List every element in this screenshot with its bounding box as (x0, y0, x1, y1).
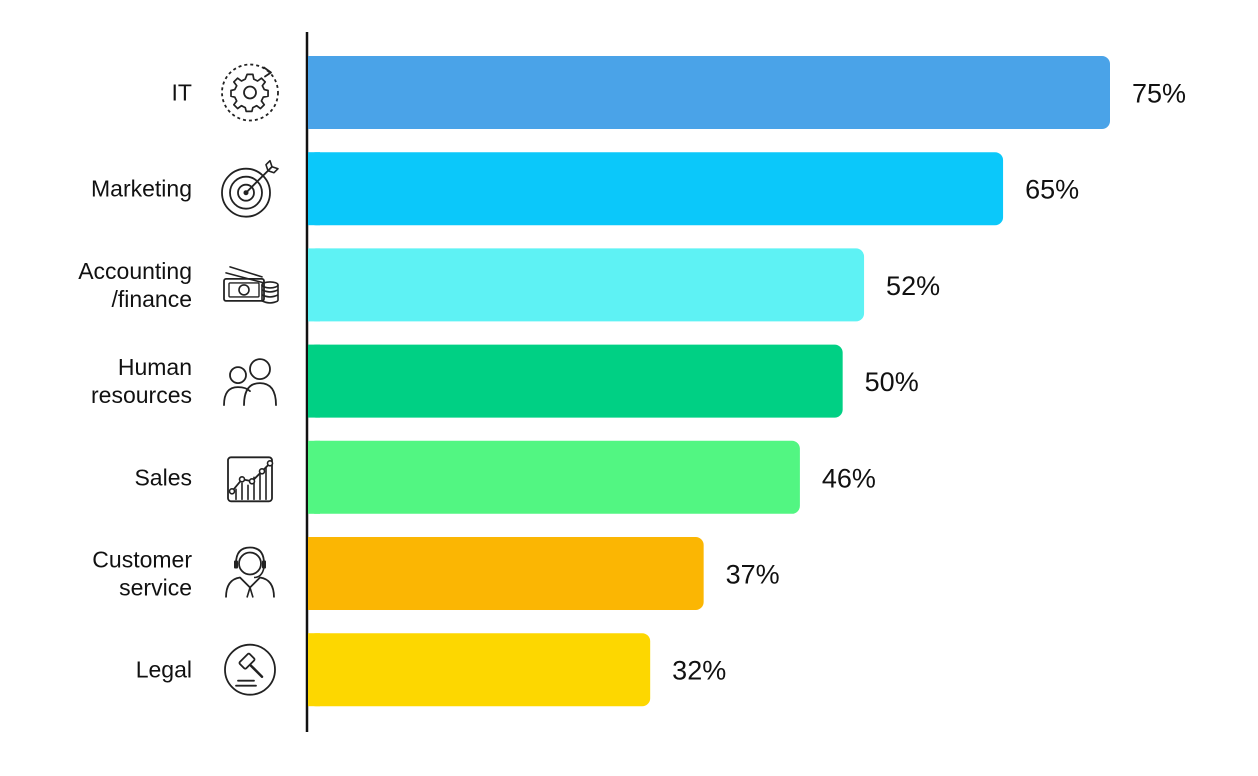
category-label-line: Sales (134, 464, 192, 490)
people-icon (223, 358, 277, 407)
category-label-line: service (119, 575, 192, 601)
category-label: Legal (136, 657, 192, 683)
category-label-line: IT (172, 80, 192, 106)
value-label: 46% (822, 463, 876, 493)
category-label: Human resources (91, 354, 192, 408)
value-label: 65% (1025, 175, 1079, 205)
category-label: Accounting/finance (78, 258, 192, 312)
category-label-line: Accounting (78, 258, 192, 284)
bar-left-edge (308, 633, 320, 707)
target-icon (221, 159, 279, 218)
bar-accounting-finance (308, 248, 865, 322)
category-label-line: /finance (111, 286, 192, 312)
category-label: IT (172, 80, 192, 106)
category-label-line: Human (118, 354, 192, 380)
bar-left-edge (308, 537, 320, 610)
category-label: Customer service (92, 547, 192, 601)
category-label-line: Legal (136, 657, 192, 683)
value-label: 37% (726, 560, 780, 590)
category-label-line: resources (91, 382, 192, 408)
bar-marketing (308, 152, 1004, 226)
money-icon (223, 265, 279, 304)
growth-chart-icon (227, 456, 274, 503)
bar-left-edge (308, 344, 320, 418)
category-label-line: Customer (92, 547, 192, 573)
bar-it (308, 56, 1110, 129)
bar-customer-service (308, 537, 704, 610)
category-label-line: Marketing (91, 176, 192, 202)
bar-legal (308, 633, 651, 707)
bar-left-edge (308, 440, 320, 514)
value-label: 52% (886, 271, 940, 301)
category-label: Sales (134, 464, 192, 490)
bar-sales (308, 440, 800, 514)
bar-left-edge (308, 248, 320, 322)
value-label: 32% (672, 656, 726, 686)
category-label: Marketing (91, 176, 192, 202)
bar-human-resources (308, 344, 843, 418)
support-agent-icon (225, 546, 275, 599)
bar-left-edge (308, 56, 320, 129)
bar-left-edge (308, 152, 320, 226)
gear-icon (221, 63, 279, 122)
gavel-icon (223, 643, 277, 696)
value-label: 50% (865, 367, 919, 397)
value-label: 75% (1132, 79, 1186, 109)
